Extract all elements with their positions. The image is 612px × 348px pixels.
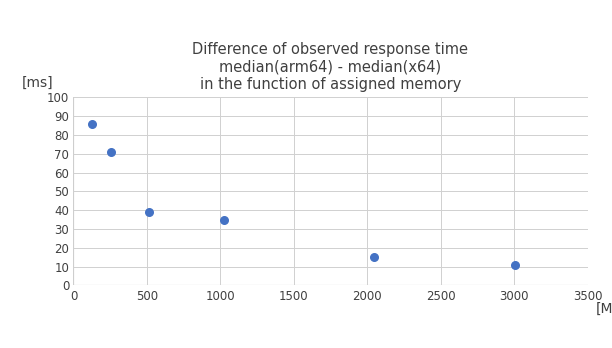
- Point: [510, 262, 520, 268]
- Point: [88, 121, 97, 127]
- Text: [ms]: [ms]: [22, 76, 54, 90]
- Point: [144, 209, 154, 215]
- Text: [MB]: [MB]: [596, 302, 612, 316]
- Title: Difference of observed response time
median(arm64) - median(x64)
in the function: Difference of observed response time med…: [193, 42, 468, 92]
- Point: [219, 217, 229, 222]
- Point: [370, 254, 379, 260]
- Point: [106, 149, 116, 155]
